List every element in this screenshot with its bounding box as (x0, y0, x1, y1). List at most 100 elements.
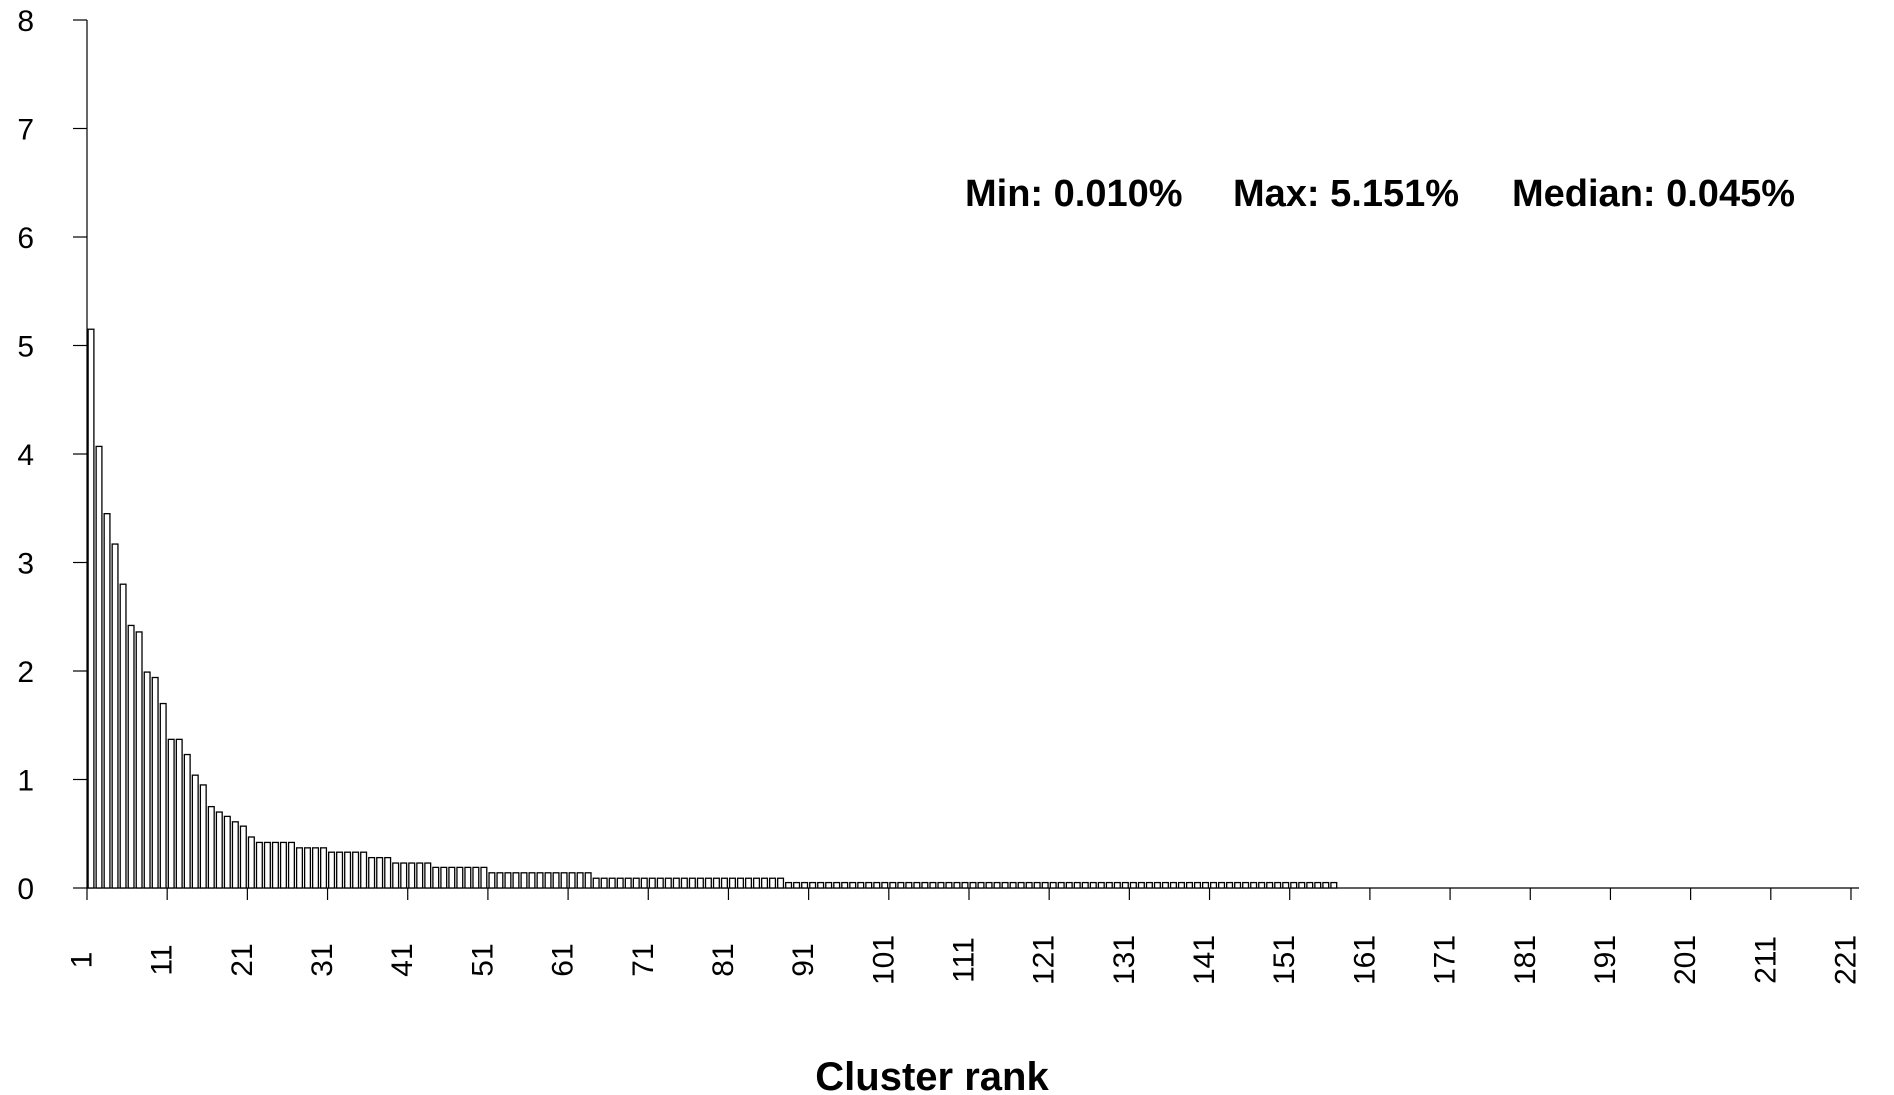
y-tick-label: 5 (17, 331, 34, 364)
bar (295, 847, 304, 889)
bar (1049, 881, 1057, 889)
bar (873, 881, 881, 889)
bar (175, 738, 183, 889)
bar (135, 631, 143, 889)
bar (1073, 881, 1081, 889)
x-tick-label: 11 (146, 944, 179, 975)
bar (1298, 881, 1306, 889)
bar (1177, 881, 1186, 889)
bar (817, 881, 825, 889)
bar (857, 881, 865, 889)
bar (616, 877, 624, 889)
bar (199, 784, 207, 889)
x-tick-label: 161 (1348, 935, 1381, 985)
bar (328, 851, 336, 889)
bar (760, 877, 769, 889)
bar (183, 753, 191, 889)
bar (1105, 881, 1113, 889)
bar (1065, 881, 1073, 889)
bar (1234, 881, 1242, 889)
bar (648, 877, 656, 889)
axes (73, 19, 1859, 900)
bar (1258, 881, 1266, 889)
x-tick-label: 71 (627, 943, 660, 976)
bar (993, 881, 1001, 889)
bar (528, 872, 536, 889)
bar (688, 877, 696, 889)
bar (408, 862, 416, 889)
bar (1097, 881, 1105, 889)
bar (87, 328, 95, 889)
bar (672, 877, 680, 889)
bar (1137, 881, 1145, 889)
y-tick-label: 7 (17, 114, 34, 147)
bar (785, 881, 793, 889)
bar (1306, 881, 1314, 889)
bar (1009, 881, 1017, 889)
bar (512, 872, 520, 889)
x-tick-label: 21 (226, 943, 259, 976)
bar (536, 872, 544, 889)
x-tick-label: 201 (1669, 935, 1702, 985)
bar (977, 881, 985, 889)
y-tick-label: 1 (17, 765, 34, 798)
x-tick-label: 91 (787, 943, 820, 976)
bar (953, 881, 961, 889)
bar (111, 543, 119, 889)
bar (552, 872, 560, 889)
x-tick-label: 41 (386, 943, 419, 976)
bar (608, 877, 616, 889)
x-tick-label: 181 (1509, 935, 1542, 985)
bar (825, 881, 833, 889)
bar (576, 872, 584, 889)
bar (303, 847, 312, 889)
bar (504, 872, 512, 889)
bar (368, 856, 376, 889)
bar (1250, 881, 1258, 889)
x-axis-label: Cluster rank (815, 1055, 1049, 1095)
bar (223, 815, 231, 889)
x-tick-label: 31 (306, 943, 339, 976)
bar (833, 881, 841, 889)
bar (416, 862, 424, 889)
bar (752, 877, 761, 889)
bar (496, 872, 504, 889)
bar (777, 877, 785, 889)
bar (769, 877, 777, 889)
x-tick-label: 51 (466, 943, 499, 976)
x-tick-label: 1 (66, 952, 99, 969)
bar (279, 841, 287, 889)
bar (215, 811, 223, 889)
bar (400, 862, 408, 889)
bar (1113, 881, 1121, 889)
bar (712, 877, 720, 889)
bar (736, 877, 745, 889)
bar (1226, 881, 1234, 889)
bar (384, 856, 392, 889)
bar (680, 877, 688, 889)
bar (263, 841, 271, 889)
y-tick-label: 6 (17, 222, 34, 255)
bar (584, 872, 592, 889)
x-tick-label: 81 (707, 943, 740, 976)
bar (1314, 881, 1322, 889)
bar (1274, 881, 1282, 889)
bar (336, 851, 344, 889)
bar (560, 872, 568, 889)
bar (1033, 881, 1041, 889)
bar (704, 877, 712, 889)
bar (744, 877, 753, 889)
bars (87, 328, 1338, 889)
y-tick-label: 8 (17, 5, 34, 38)
bar (127, 624, 135, 889)
bar (728, 877, 736, 889)
bar (929, 881, 937, 889)
bar (696, 877, 704, 889)
bar (592, 877, 600, 889)
stats-min: Min: 0.010% (965, 173, 1183, 215)
y-tick-label: 2 (17, 656, 34, 689)
bar (1025, 881, 1033, 889)
stats-max: Max: 5.151% (1233, 173, 1459, 215)
bar (600, 877, 608, 889)
